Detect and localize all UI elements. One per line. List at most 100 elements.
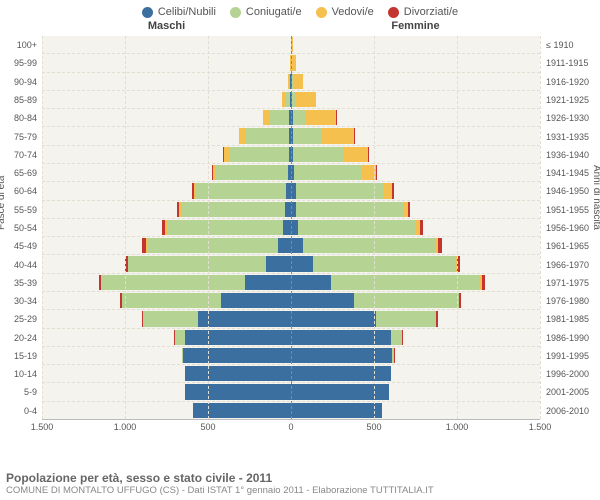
female-half [291, 292, 540, 309]
legend-label: Celibi/Nubili [158, 6, 216, 18]
bar-segment [221, 293, 291, 308]
column-headers: Maschi Femmine [42, 20, 540, 36]
x-tick: 1.500 [31, 422, 54, 432]
bar-segment [291, 293, 354, 308]
male-half [42, 274, 291, 291]
bar-segment [482, 275, 485, 290]
bar [291, 147, 370, 162]
bar-segment [296, 202, 402, 217]
bar-segment [291, 256, 313, 271]
bar-segment [293, 110, 306, 125]
birth-tick: 1916-1920 [546, 73, 600, 91]
bar-segment [313, 256, 456, 271]
x-tick: 1.000 [446, 422, 469, 432]
bar [185, 384, 291, 399]
female-half [291, 36, 540, 53]
bar-segment [408, 202, 411, 217]
x-tick: 1.000 [114, 422, 137, 432]
birth-tick: 1911-1915 [546, 54, 600, 72]
male-half [42, 127, 291, 144]
bar [142, 238, 291, 253]
bar [291, 275, 485, 290]
female-half [291, 310, 540, 327]
age-tick: 75-79 [0, 127, 40, 145]
bar-segment [402, 330, 403, 345]
bar-segment [392, 183, 394, 198]
male-half [42, 365, 291, 382]
birth-tick: 1936-1940 [546, 146, 600, 164]
bar-segment [185, 366, 291, 381]
bar [263, 110, 291, 125]
male-half [42, 402, 291, 419]
bar [291, 403, 382, 418]
birth-tick: 1946-1950 [546, 182, 600, 200]
bar-segment [291, 238, 303, 253]
female-half [291, 201, 540, 218]
female-half [291, 402, 540, 419]
chart-subtitle: COMUNE DI MONTALTO UFFUGO (CS) - Dati IS… [6, 485, 594, 496]
bar [239, 128, 291, 143]
bar-segment [354, 128, 355, 143]
birth-tick: 1941-1945 [546, 164, 600, 182]
female-half [291, 73, 540, 90]
bar [291, 220, 423, 235]
bar [291, 110, 336, 125]
legend-swatch [230, 7, 241, 18]
age-tick: 10-14 [0, 365, 40, 383]
age-tick: 65-69 [0, 164, 40, 182]
legend: Celibi/Nubili Coniugati/e Vedovi/e Divorzia… [0, 0, 600, 20]
plot-area [42, 36, 540, 420]
female-half [291, 146, 540, 163]
male-half [42, 73, 291, 90]
legend-label: Divorziati/e [404, 6, 458, 18]
age-tick: 60-64 [0, 182, 40, 200]
male-half [42, 237, 291, 254]
bar-segment [181, 202, 286, 217]
bar-segment [438, 238, 442, 253]
bar [291, 256, 460, 271]
bar-segment [147, 238, 278, 253]
bar-segment [321, 128, 354, 143]
bar [291, 202, 411, 217]
grid-line [208, 36, 209, 419]
female-half [291, 127, 540, 144]
female-header: Femmine [291, 20, 540, 36]
bar-segment [293, 128, 321, 143]
bar [291, 183, 394, 198]
age-tick: 20-24 [0, 329, 40, 347]
legend-item: Vedovi/e [316, 6, 374, 18]
birth-tick: 1981-1985 [546, 310, 600, 328]
bar [176, 202, 291, 217]
bar-segment [229, 147, 289, 162]
birth-tick: 1971-1975 [546, 274, 600, 292]
age-tick: 40-44 [0, 255, 40, 273]
bar-segment [391, 330, 403, 345]
bar [212, 165, 291, 180]
bar-segment [283, 220, 291, 235]
female-half [291, 347, 540, 364]
bar-segment [384, 183, 392, 198]
bar [223, 147, 291, 162]
birth-tick: 1986-1990 [546, 329, 600, 347]
bar-segment [291, 311, 376, 326]
bar-segment [185, 384, 291, 399]
male-half [42, 255, 291, 272]
bar-segment [198, 311, 291, 326]
birth-tick: 2001-2005 [546, 383, 600, 401]
female-half [291, 365, 540, 382]
age-tick: 100+ [0, 36, 40, 54]
legend-label: Vedovi/e [332, 6, 374, 18]
age-axis: 100+95-9990-9485-8980-8475-7970-7465-696… [0, 36, 40, 420]
bar [291, 238, 442, 253]
male-half [42, 54, 291, 71]
x-axis: 1.5001.00050005001.0001.500 [42, 422, 540, 436]
female-half [291, 274, 540, 291]
legend-item: Coniugati/e [230, 6, 302, 18]
bar-segment [436, 311, 438, 326]
bar-segment [167, 220, 283, 235]
male-half [42, 347, 291, 364]
birth-tick: 1966-1970 [546, 255, 600, 273]
bar-segment [376, 311, 436, 326]
bar-segment [239, 128, 246, 143]
male-half [42, 36, 291, 53]
